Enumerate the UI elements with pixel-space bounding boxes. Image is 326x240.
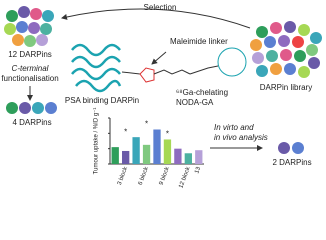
darpin — [292, 142, 304, 154]
label: DARPin library — [260, 83, 312, 92]
label: 2 DARPins — [272, 158, 311, 167]
x-tick-label: 6 block — [138, 165, 150, 186]
label: In virto and — [214, 123, 254, 132]
label: PSA binding DARPin — [65, 96, 139, 105]
bar — [195, 150, 203, 164]
x-tick-label: 9 block — [159, 165, 171, 186]
bar — [153, 129, 161, 164]
label: 4 DARPins — [12, 118, 51, 127]
bar — [184, 153, 192, 164]
x-tick-label: 3 block — [117, 165, 129, 186]
label: Selection — [144, 3, 177, 12]
darpin — [278, 142, 290, 154]
label: ⁶⁸Ga-chelating — [176, 88, 228, 97]
y-axis-label: Tumour uptake / %ID g⁻¹ — [94, 108, 100, 175]
bar — [122, 150, 130, 164]
selection-arrow — [61, 8, 251, 29]
label: 12 DARPins — [8, 50, 52, 59]
label: C-terminal — [12, 64, 49, 73]
linker — [139, 47, 247, 83]
bar — [142, 144, 151, 164]
annotation: * — [145, 120, 148, 129]
bar — [163, 139, 172, 164]
annotation: * — [124, 127, 127, 136]
label: functionalisation — [1, 74, 58, 83]
darpin-cluster-12 — [4, 6, 54, 47]
annotation: * — [166, 130, 169, 139]
label: NODA-GA — [176, 98, 214, 107]
label: in vivo analysis — [214, 133, 268, 142]
label: Maleimide linker — [170, 37, 228, 46]
bar — [174, 148, 182, 164]
figure: 12 DARPins Selection C-terminal function… — [1, 3, 322, 189]
x-tick-label: 13 — [194, 166, 202, 175]
x-tick-label: 12 block — [178, 165, 192, 189]
protein-ribbon — [71, 43, 141, 93]
bar — [111, 147, 119, 164]
arrow — [151, 51, 167, 65]
darpin-library — [250, 21, 322, 78]
bar — [132, 137, 140, 164]
darpin-cluster-4 — [6, 102, 57, 114]
